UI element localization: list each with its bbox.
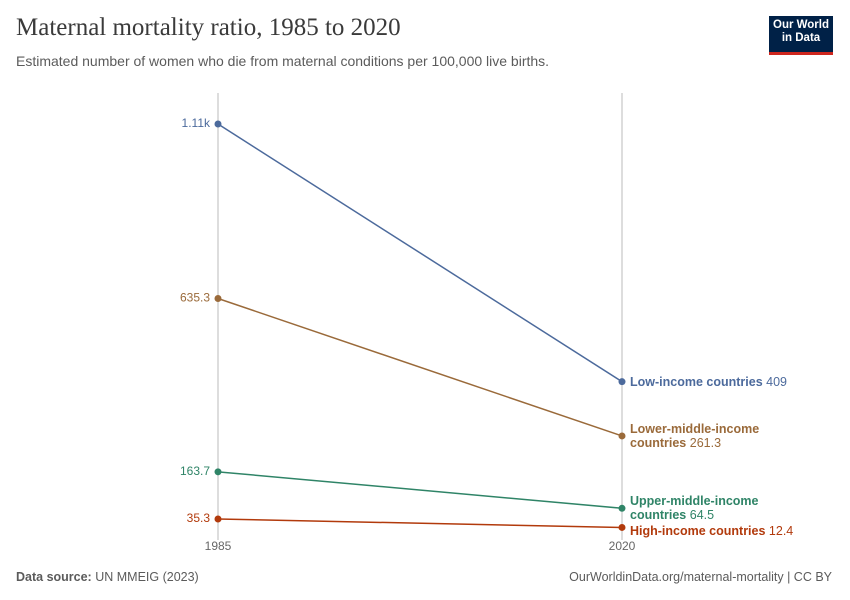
footer-link[interactable]: OurWorldinData.org/maternal-mortality | … [569,570,832,584]
end-value-label: 409 [766,374,787,389]
chart-subtitle: Estimated number of women who die from m… [16,53,550,69]
logo-text[interactable]: Our World in Data [773,19,830,44]
series-label: Upper-middle-income countries 64.5 [630,494,795,522]
start-value-label: 35.3 [187,511,211,525]
source-label: Data source: [16,570,92,584]
logo[interactable]: Our World in Data [769,16,833,55]
series-line [217,297,623,437]
data-point [618,378,626,386]
series-label: Low-income countries 409 [630,375,795,389]
data-point [618,432,626,440]
legend-name: High-income countries [630,524,766,539]
start-value-label: 635.3 [180,291,210,305]
data-point [214,294,222,302]
data-point [618,504,626,512]
series-label: Lower-middle-income countries 261.3 [630,422,795,450]
end-value-label: 64.5 [689,508,715,523]
start-value-label: 163.7 [180,464,210,478]
data-point [214,120,222,128]
source: Data source: UN MMEIG (2023) [16,570,199,584]
data-point [214,515,222,523]
chart-title: Maternal mortality ratio, 1985 to 2020 [16,14,401,41]
data-point [618,523,626,531]
data-point [214,468,222,476]
source-text: UN MMEIG (2023) [95,570,199,584]
end-value-label: 12.4 [768,524,794,539]
end-value-label: 261.3 [689,435,722,450]
x-tick-label: 1985 [205,539,232,553]
legend-name: Lower-middle-income countries [630,421,760,450]
legend-name: Upper-middle-income countries [630,494,759,523]
series-line [217,123,623,383]
x-tick-label: 2020 [609,539,636,553]
series-label: High-income countries 12.4 [630,524,795,538]
start-value-label: 1.11k [182,116,211,130]
series-line [217,518,623,529]
legend-name: Low-income countries [630,374,763,389]
series-line [217,471,623,510]
